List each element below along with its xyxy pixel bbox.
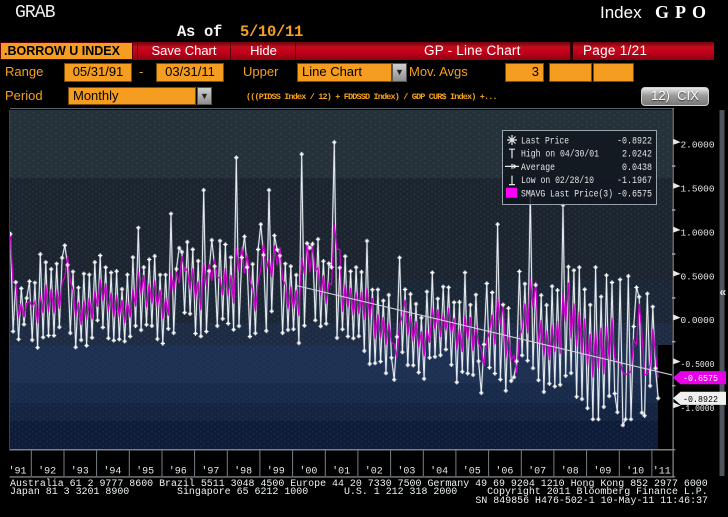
svg-text:-0.6575: -0.6575: [617, 188, 652, 200]
svg-text:'01: '01: [332, 466, 350, 478]
svg-text:-0.6575: -0.6575: [683, 373, 718, 384]
svg-text:'95: '95: [136, 466, 154, 478]
svg-text:Low on 02/28/10: Low on 02/28/10: [521, 175, 594, 187]
svg-text:'05: '05: [463, 466, 481, 478]
svg-text:-1.0000: -1.0000: [681, 403, 715, 414]
svg-text:'00: '00: [299, 466, 317, 478]
svg-text:SMAVG Last Price(3): SMAVG Last Price(3): [521, 188, 613, 200]
svg-text:-0.8922: -0.8922: [683, 394, 718, 405]
svg-text:'94: '94: [103, 466, 121, 478]
svg-text:Last Price: Last Price: [521, 136, 569, 148]
svg-text:«: «: [720, 285, 727, 299]
svg-text:0.5000: 0.5000: [681, 271, 715, 282]
svg-text:'98: '98: [234, 466, 252, 478]
svg-text:'96: '96: [169, 466, 187, 478]
svg-text:0.0000: 0.0000: [681, 315, 715, 326]
svg-text:'06: '06: [495, 466, 513, 478]
svg-text:'09: '09: [593, 466, 611, 478]
svg-text:Average: Average: [521, 162, 555, 174]
svg-text:'97: '97: [201, 466, 219, 478]
svg-text:'02: '02: [365, 466, 383, 478]
svg-text:0.0438: 0.0438: [622, 162, 652, 174]
svg-text:'04: '04: [430, 466, 448, 478]
svg-text:-0.5000: -0.5000: [681, 359, 715, 370]
svg-text:2.0000: 2.0000: [681, 140, 715, 151]
svg-text:2.0242: 2.0242: [622, 149, 652, 161]
svg-text:'11: '11: [653, 466, 671, 478]
svg-text:-1.1967: -1.1967: [617, 175, 652, 187]
svg-text:High on 04/30/01: High on 04/30/01: [521, 149, 599, 161]
svg-text:'93: '93: [71, 466, 89, 478]
svg-text:'07: '07: [528, 466, 546, 478]
svg-text:'91: '91: [8, 466, 26, 478]
svg-text:1.5000: 1.5000: [681, 184, 715, 195]
svg-text:'92: '92: [38, 466, 56, 478]
svg-text:'08: '08: [561, 466, 579, 478]
svg-text:'03: '03: [397, 466, 415, 478]
svg-text:1.0000: 1.0000: [681, 227, 715, 238]
svg-text:-0.8922: -0.8922: [617, 136, 652, 148]
svg-text:'10: '10: [626, 466, 644, 478]
svg-text:'99: '99: [267, 466, 285, 478]
